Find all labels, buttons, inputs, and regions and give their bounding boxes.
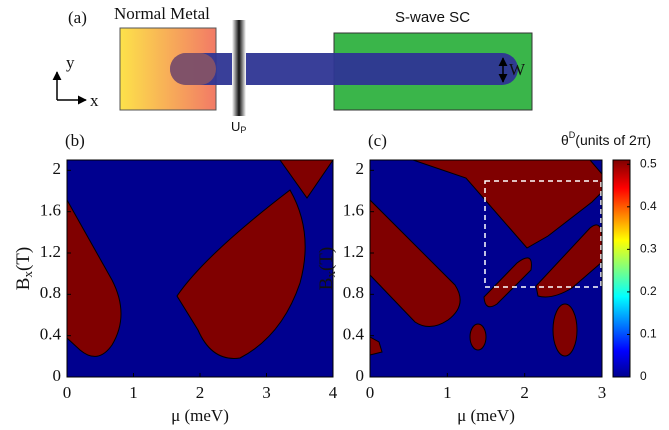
colorbar-tick-label: 0.4	[640, 199, 657, 213]
x-tick-label: 0	[366, 383, 375, 402]
schematic: (a) Normal Metal S-wave SC UP W y x	[52, 4, 533, 135]
topological-region	[369, 198, 461, 327]
panel-label: (c)	[368, 131, 387, 150]
panel-label: (a)	[68, 8, 87, 27]
colorbar-tick-label: 0.5	[640, 156, 657, 170]
width-label: W	[509, 60, 526, 79]
y-label-unit: (T)	[316, 247, 337, 271]
colorbar-tick-label: 0	[640, 369, 647, 383]
y-axis-label: Bx(T)	[316, 247, 338, 290]
nanowire-overlap	[170, 53, 216, 85]
topological-region	[176, 189, 306, 359]
barrier-main: U	[231, 119, 240, 134]
y-label-sub: x	[20, 271, 35, 278]
x-tick-label: 2	[520, 383, 529, 402]
barrier-sub: P	[240, 125, 246, 135]
topological-region	[412, 159, 603, 249]
x-tick-label: 1	[443, 383, 452, 402]
colorbar-tick-label: 0.1	[640, 327, 657, 341]
phase-map-c	[369, 159, 603, 377]
y-label-main: B	[13, 278, 34, 291]
panel-label: (b)	[65, 131, 85, 150]
colorbar	[612, 159, 631, 378]
x-arrow-label: x	[90, 91, 99, 110]
topological-region	[483, 257, 532, 308]
y-label-unit: (T)	[13, 247, 34, 271]
zoom-box	[484, 180, 602, 288]
x-axis-label: μ (meV)	[171, 406, 229, 425]
y-tick-label: 1.6	[40, 201, 61, 220]
colorbar-label-main: θ	[561, 132, 569, 148]
x-tick-label: 3	[598, 383, 607, 402]
y-tick-label: 0.4	[40, 325, 62, 344]
y-tick-label: 1.2	[343, 242, 364, 261]
colorbar-tick-label: 0.2	[640, 284, 657, 298]
y-tick-label: 1.6	[343, 201, 364, 220]
sc-label: S-wave SC	[395, 9, 470, 26]
nanowire	[170, 53, 518, 85]
barrier	[232, 20, 246, 116]
x-tick-label: 0	[63, 383, 72, 402]
colorbar-label: θD(units of 2π)	[561, 130, 651, 147]
colorbar-label-sup: D	[569, 130, 576, 140]
y-tick-label: 0.8	[40, 283, 61, 302]
y-tick-label: 0	[53, 366, 62, 385]
y-tick-label: 0.4	[343, 325, 365, 344]
y-axis-label: Bx(T)	[13, 247, 35, 290]
plot-frame	[369, 159, 603, 378]
y-tick-label: 1.2	[40, 242, 61, 261]
normal-metal-label: Normal Metal	[114, 4, 210, 23]
y-arrow-label: y	[66, 53, 75, 72]
colorbar-label-unit: (units of 2π)	[575, 132, 651, 148]
y-tick-label: 0	[356, 366, 365, 385]
phase-map-b	[66, 159, 334, 377]
topological-region	[66, 198, 122, 357]
x-tick-label: 1	[129, 383, 138, 402]
barrier-label: UP	[231, 119, 246, 135]
x-tick-label: 3	[262, 383, 271, 402]
x-tick-label: 4	[329, 383, 338, 402]
y-label-sub: x	[323, 271, 338, 278]
y-tick-label: 2	[53, 159, 62, 178]
y-tick-label: 0.8	[343, 283, 364, 302]
x-tick-label: 2	[196, 383, 205, 402]
topological-region	[469, 323, 487, 351]
y-label-main: B	[316, 278, 337, 291]
colorbar-tick-label: 0.3	[640, 242, 657, 256]
x-axis-label: μ (meV)	[457, 406, 515, 425]
topological-region	[552, 303, 578, 357]
y-tick-label: 2	[356, 159, 365, 178]
